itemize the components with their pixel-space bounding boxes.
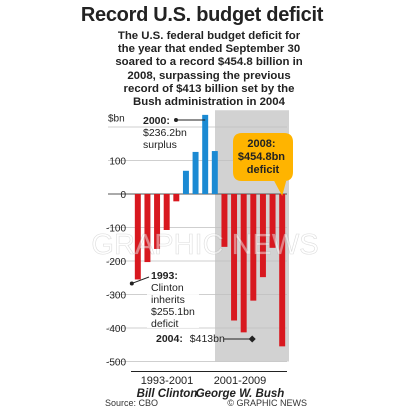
annotation-text: 2004: <box>156 333 183 345</box>
annotation-text: Clinton <box>151 282 184 294</box>
chart-title: Record U.S. budget deficit <box>80 4 324 26</box>
chart-subtitle: The U.S. federal budget deficit for the … <box>102 30 316 109</box>
annotation-text: deficit <box>151 318 179 330</box>
callout-text: deficit <box>247 164 280 176</box>
annotation-2000: 2000: $236.2bn surplus <box>143 115 206 151</box>
y-tick-label: 0 <box>120 190 126 201</box>
bar-2001 <box>211 151 218 194</box>
bars <box>134 114 286 347</box>
subtitle-line: 2008, surpassing the previous <box>127 69 291 82</box>
svg-text:2000: $236.2bn: 2000: $236.2bn surplus <box>143 115 190 151</box>
subtitle-line: Bush administration in 2004 <box>133 96 285 109</box>
bar-2004 <box>240 194 247 333</box>
annotation-1993: 1993: Clinton inherits $255.1bn deficit <box>129 268 199 330</box>
source-note: Source: CBO <box>105 398 159 408</box>
watermark-text: GRAPHIC NEWS <box>91 229 318 261</box>
bar-1996 <box>163 194 170 230</box>
svg-text:1993: Clinton: 1993: Clinton inherits $255.1bn deficit <box>151 270 198 330</box>
annotation-text: surplus <box>143 139 177 151</box>
bar-1994 <box>144 194 151 263</box>
bar-1999 <box>192 151 199 194</box>
bar-2003 <box>231 194 238 321</box>
y-tick-label: 100 <box>109 157 126 168</box>
y-axis-unit-label: $bn <box>108 113 125 124</box>
annotation-text: inherits <box>151 294 185 306</box>
clinton-name-label: Bill Clinton <box>137 388 198 400</box>
annotation-text: $236.2bn <box>143 127 187 139</box>
bar-1998 <box>182 170 189 194</box>
subtitle-line: soared to a record $454.8 billion in <box>115 56 303 69</box>
bar-2002 <box>221 194 228 247</box>
credit-note: © GRAPHIC NEWS <box>227 398 307 408</box>
y-tick-label: -100 <box>106 224 126 235</box>
bar-2008 <box>279 194 286 347</box>
y-tick-label: -500 <box>106 358 126 369</box>
clinton-years-label: 1993-2001 <box>141 375 194 387</box>
subtitle-line: The U.S. federal budget deficit for <box>117 30 301 42</box>
bush-years-label: 2001-2009 <box>214 375 267 387</box>
annotation-text: $413bn <box>190 333 225 345</box>
bar-1993 <box>134 194 141 280</box>
callout-2008: 2008: $454.8bn deficit <box>233 133 293 196</box>
bar-2006 <box>259 194 266 278</box>
bush-name-label: George W. Bush <box>196 388 285 400</box>
subtitle-line: record of $413 billion set by the <box>123 82 295 95</box>
y-tick-label: -300 <box>106 291 126 302</box>
svg-text:2004: $413bn: 2004: $413bn <box>156 333 225 345</box>
annotation-2004: 2004: $413bn <box>156 333 256 345</box>
y-axis: 100 0 -100 -200 -300 -400 -500 <box>106 157 126 369</box>
svg-text:2008: $454.8bn: 2008: $454.8bn deficit <box>238 138 288 176</box>
y-tick-label: -200 <box>106 257 126 268</box>
bar-2007 <box>269 194 276 248</box>
annotation-text: $255.1bn <box>151 306 195 318</box>
y-tick-label: -400 <box>106 324 126 335</box>
bar-1995 <box>154 194 161 249</box>
subtitle-line: the year that ended September 30 <box>117 43 301 56</box>
annotation-text: 2000: <box>143 115 170 127</box>
bar-1997 <box>173 194 180 202</box>
callout-text: 2008: <box>247 138 275 150</box>
bar-2000 <box>202 114 209 194</box>
bar-2005 <box>250 194 257 301</box>
annotation-text: 1993: <box>151 270 178 282</box>
callout-text: $454.8bn <box>238 151 285 163</box>
